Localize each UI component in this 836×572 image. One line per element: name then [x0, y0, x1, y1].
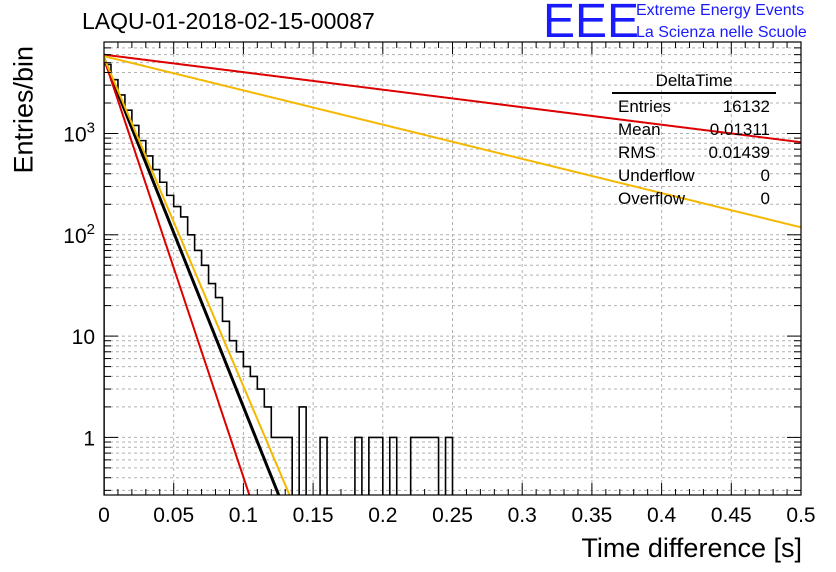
x-tick-label: 0.45: [711, 504, 752, 527]
fit-curve: [104, 57, 291, 495]
x-axis-title: Time difference [s]: [581, 533, 802, 563]
stats-label: Overflow: [618, 189, 686, 208]
stats-value: 16132: [722, 97, 770, 116]
fit-curve: [104, 55, 801, 229]
stats-value: 0.01439: [708, 143, 770, 162]
axis-ticks: [103, 41, 802, 495]
stats-label: RMS: [618, 143, 656, 162]
stats-label: Underflow: [618, 166, 695, 185]
x-tick-label: 0.3: [508, 504, 537, 527]
fit-curve: [104, 57, 281, 495]
stats-box: DeltaTime Entries 16132 Mean 0.01311 RMS…: [612, 70, 776, 210]
page-title: LAQU-01-2018-02-15-00087: [82, 8, 375, 34]
fit-curve: [104, 53, 801, 144]
stats-value: 0: [760, 189, 770, 208]
x-tick-label: 0.25: [432, 504, 473, 527]
stats-value: 0.01311: [709, 120, 770, 139]
fit-curve: [104, 58, 251, 495]
histogram-outline: [104, 63, 454, 495]
logo-subtitle-2: La Scienza nelle Scuole: [636, 24, 807, 41]
y-axis-title: Entries/bin: [8, 45, 39, 174]
x-tick-label: 0.2: [368, 504, 397, 527]
x-tick-label: 0.15: [293, 504, 334, 527]
y-tick-label: 1: [83, 427, 95, 450]
logo-subtitle-1: Extreme Energy Events: [636, 2, 805, 19]
stats-row-entries: Entries 16132: [612, 95, 776, 118]
x-tick-label: 0.1: [229, 504, 258, 527]
stats-row-mean: Mean 0.01311: [612, 118, 776, 141]
x-tick-label: 0.5: [786, 504, 815, 527]
tick-labels: 0 0.05 0.1 0.15 0.2 0.25 0.3 0.35 0.4 0.45 0.5 1 10 1…: [63, 119, 815, 527]
stats-value: 0: [760, 166, 770, 185]
y-tick-label: 102: [63, 221, 95, 248]
stats-title: DeltaTime: [612, 70, 776, 94]
y-tick-label: 10: [72, 326, 95, 349]
stats-label: Entries: [618, 97, 671, 116]
x-tick-label: 0.4: [647, 504, 677, 527]
histogram: [104, 63, 454, 495]
x-tick-label: 0.35: [571, 504, 612, 527]
fit-curves: [104, 53, 801, 495]
stats-row-overflow: Overflow 0: [612, 187, 776, 210]
x-tick-label: 0.05: [153, 504, 194, 527]
stats-label: Mean: [618, 120, 661, 139]
stats-row-rms: RMS 0.01439: [612, 141, 776, 164]
y-tick-label: 103: [63, 119, 95, 146]
stats-row-underflow: Underflow 0: [612, 164, 776, 187]
eee-logo: EEE: [543, 0, 640, 48]
x-tick-label: 0: [98, 504, 110, 527]
